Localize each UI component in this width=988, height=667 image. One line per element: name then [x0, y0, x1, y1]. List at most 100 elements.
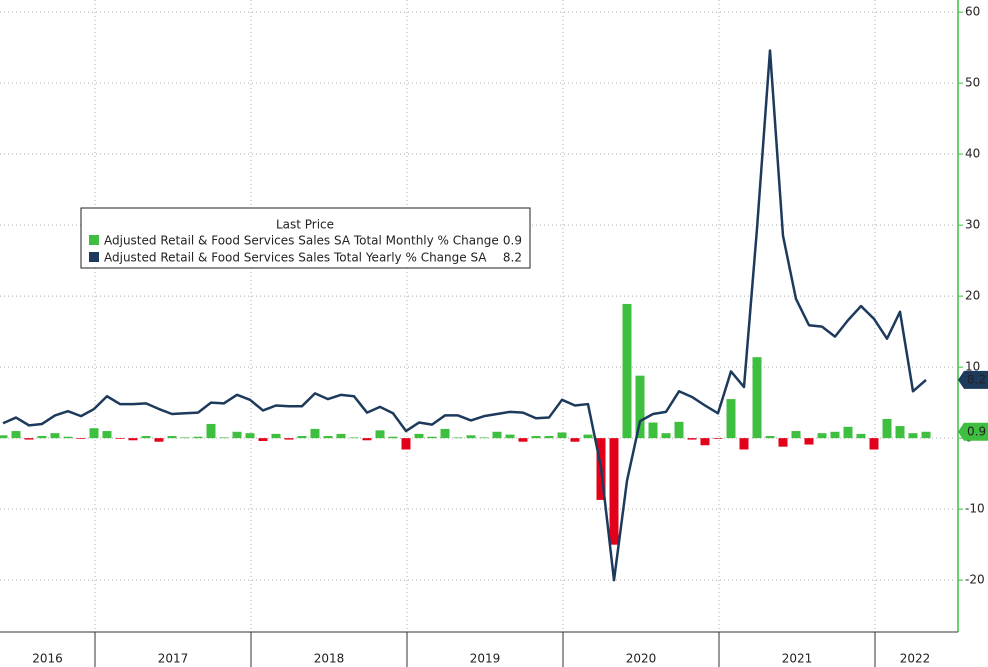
bar [908, 433, 918, 439]
bar [635, 375, 645, 439]
bar [830, 431, 840, 439]
bar [11, 431, 21, 439]
bar [206, 423, 216, 439]
legend-label: Adjusted Retail & Food Services Sales SA… [104, 234, 499, 248]
bar [453, 437, 463, 439]
bar [63, 436, 73, 439]
y-tick-label: 20 [965, 289, 980, 303]
bar [388, 436, 398, 439]
value-tag-label: 0.9 [967, 424, 986, 438]
legend-swatch [89, 235, 99, 245]
bar [180, 437, 190, 439]
bar [401, 438, 411, 450]
bar [856, 433, 866, 439]
y-tick-label: 30 [965, 218, 980, 232]
legend: Last Price Adjusted Retail & Food Servic… [80, 207, 531, 269]
bar [609, 438, 619, 545]
bar [323, 436, 333, 439]
bar [843, 426, 853, 439]
bar [778, 438, 788, 447]
bar [154, 438, 164, 442]
bar [479, 437, 489, 439]
bar [115, 438, 125, 439]
bar [765, 436, 775, 439]
bar [128, 438, 138, 441]
bar [310, 428, 320, 439]
legend-label: Adjusted Retail & Food Services Sales To… [104, 251, 487, 265]
bar [219, 437, 229, 439]
legend-value: 8.2 [503, 251, 522, 265]
bar [713, 438, 723, 439]
bar [102, 431, 112, 439]
bar [76, 438, 86, 439]
bar [284, 438, 294, 440]
bar [544, 436, 554, 439]
bar [726, 399, 736, 439]
bar [141, 436, 151, 439]
bar [518, 438, 528, 442]
bar [492, 431, 502, 439]
line [2, 49, 927, 582]
bar [375, 430, 385, 439]
bar [583, 434, 593, 439]
bar [414, 433, 424, 439]
bar [466, 435, 476, 439]
bar [648, 422, 658, 439]
value-tag [958, 422, 988, 441]
bar [349, 437, 359, 439]
bar [531, 436, 541, 439]
bar [622, 303, 632, 439]
bar [921, 431, 931, 439]
bar [245, 433, 255, 439]
y-tick-label: -20 [965, 573, 985, 587]
bar [570, 438, 580, 442]
y-tick-label: 60 [965, 5, 980, 19]
legend-swatch [89, 252, 99, 262]
y-tick-label: 50 [965, 76, 980, 90]
bar [804, 438, 814, 445]
x-group-label: 2022 [900, 652, 931, 666]
bar [258, 438, 268, 441]
bar [752, 357, 762, 439]
x-group-label: 2019 [470, 652, 501, 666]
legend-box [80, 207, 531, 269]
bar [791, 431, 801, 439]
bar [336, 433, 346, 439]
bar [895, 426, 905, 439]
x-group-label: 2020 [626, 652, 657, 666]
bar [739, 438, 749, 450]
bar [817, 433, 827, 439]
bar [427, 436, 437, 439]
bar [661, 433, 671, 439]
y-tick-label: 40 [965, 147, 980, 161]
bar [869, 438, 879, 450]
value-tag-label: 8.2 [967, 372, 986, 386]
bar [297, 436, 307, 439]
bar [0, 435, 8, 439]
bar [687, 438, 697, 440]
bar [362, 438, 372, 441]
bar [674, 421, 684, 439]
bar [24, 438, 34, 440]
x-group-label: 2016 [32, 652, 63, 666]
bar [440, 428, 450, 439]
x-group-label: 2017 [158, 652, 189, 666]
y-tick-label: 10 [965, 360, 980, 374]
legend-value: 0.9 [503, 234, 522, 248]
bar [505, 434, 515, 439]
bar [700, 438, 710, 446]
bar [89, 428, 99, 439]
y-tick-label: -10 [965, 502, 985, 516]
bar [557, 432, 567, 439]
value-tag [958, 370, 988, 389]
x-group-label: 2021 [782, 652, 813, 666]
bar [232, 431, 242, 439]
bar [50, 433, 60, 439]
bar [271, 433, 281, 439]
x-group-label: 2018 [314, 652, 345, 666]
legend-title: Last Price [276, 218, 334, 232]
bar [882, 418, 892, 439]
